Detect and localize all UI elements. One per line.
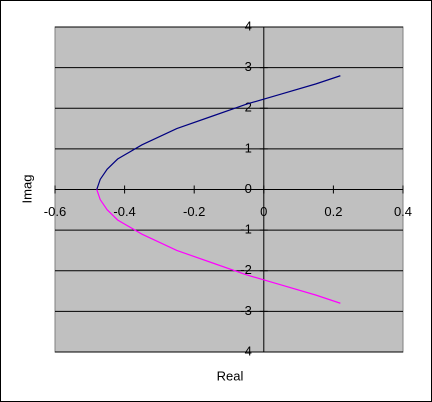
y-tick-label: 1 bbox=[245, 140, 252, 155]
y-tick-label: 4 bbox=[245, 18, 252, 33]
x-tick-label: 0.2 bbox=[324, 204, 342, 219]
y-tick-label: -3 bbox=[240, 303, 252, 318]
series-line bbox=[96, 75, 341, 190]
y-tick-label: -1 bbox=[240, 222, 252, 237]
y-tick-label: 2 bbox=[245, 100, 252, 115]
y-tick-label: -4 bbox=[240, 343, 252, 358]
y-tick-label: -2 bbox=[240, 262, 252, 277]
series-line bbox=[96, 189, 341, 304]
y-tick-label: 3 bbox=[245, 59, 252, 74]
x-tick-label: -0.6 bbox=[44, 204, 66, 219]
x-tick-label: 0.4 bbox=[394, 204, 412, 219]
x-tick-label: -0.2 bbox=[183, 204, 205, 219]
y-tick-label: 0 bbox=[245, 181, 252, 196]
x-tick-label: -0.4 bbox=[113, 204, 135, 219]
x-axis-label: Real bbox=[217, 368, 244, 383]
y-axis-label: Imag bbox=[19, 175, 34, 204]
